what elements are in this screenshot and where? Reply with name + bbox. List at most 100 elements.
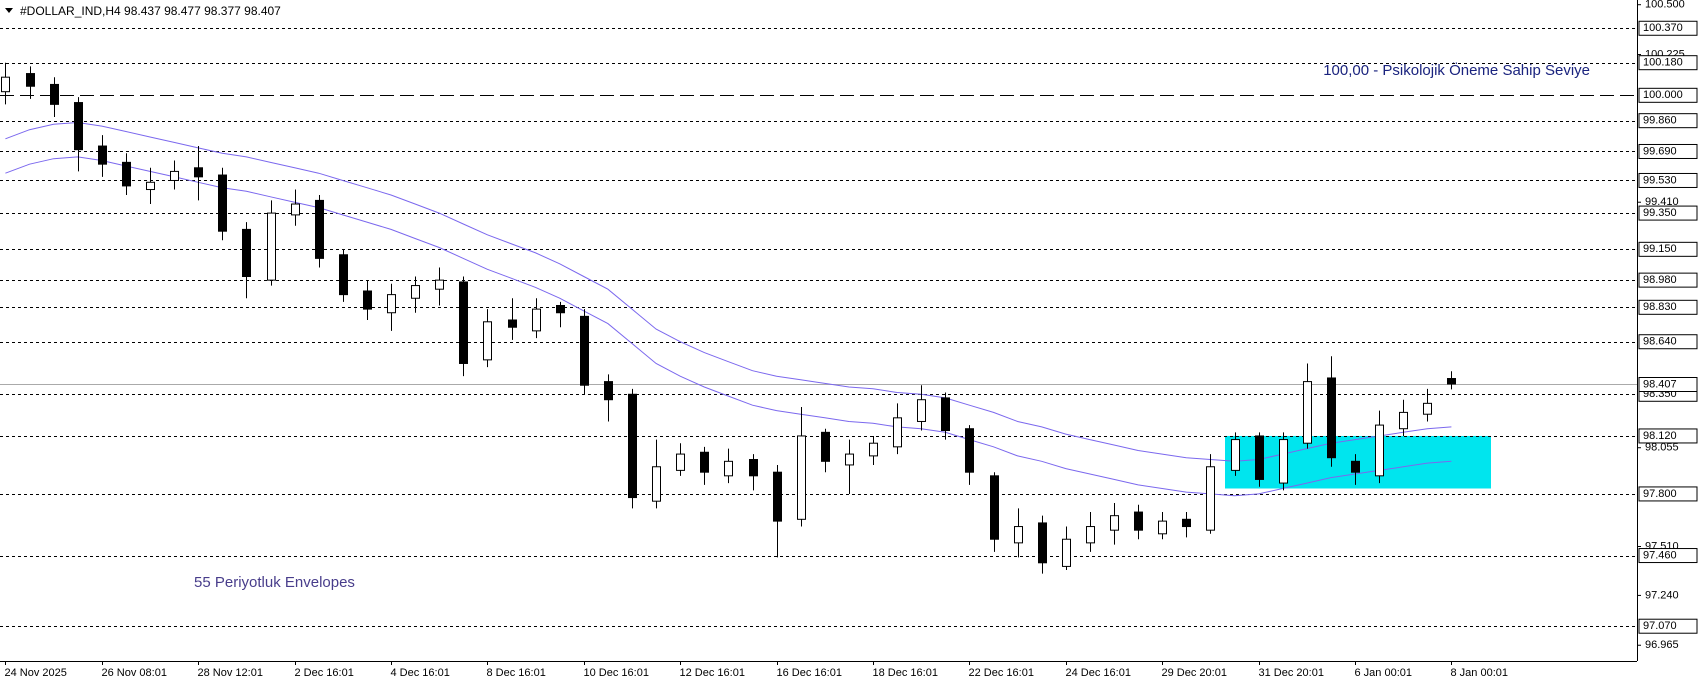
x-tick-label: 18 Dec 16:01 [873,667,938,679]
x-tick-label: 31 Dec 20:01 [1259,667,1324,679]
x-tick-label: 8 Dec 16:01 [487,667,546,679]
candle-body [50,83,59,105]
candle-body [1134,511,1143,531]
candle-body [700,451,709,473]
level-label: 100.370 [1643,22,1683,34]
level-label: 99.530 [1643,174,1677,186]
candle-body [291,203,300,216]
level-label-box [1638,113,1698,129]
candle-body [267,212,276,281]
x-tick-label: 6 Jan 00:01 [1355,667,1413,679]
candle-body [387,294,396,314]
candle-body [580,315,589,386]
level-label-box [1638,486,1698,502]
last-price-box [1638,377,1698,392]
x-tick-label: 10 Dec 16:01 [584,667,649,679]
last-price-label: 98.407 [1643,378,1677,390]
candle-body [1327,377,1336,459]
level-label: 98.830 [1643,301,1677,313]
level-label-box [1638,299,1698,315]
y-tick-label: 100.500 [1645,0,1685,11]
level-label: 98.120 [1643,430,1677,442]
candle-body [628,393,637,499]
menu-arrow[interactable] [5,8,13,13]
level-label-box [1638,241,1698,257]
level-label: 99.860 [1643,115,1677,127]
candle-body [26,73,35,87]
candle-body [1086,526,1095,544]
candle-body [74,102,83,151]
y-tick-label: 97.240 [1645,589,1679,601]
level-label-box [1638,172,1698,188]
candle-body [821,431,830,462]
x-tick-label: 8 Jan 00:01 [1451,667,1509,679]
level-label: 98.980 [1643,274,1677,286]
candle-body [1110,515,1119,531]
level-label-box [1638,272,1698,288]
candle-body [797,435,806,520]
level-label: 100.000 [1643,89,1683,101]
candle-body [1375,424,1384,477]
candle-body [604,381,613,401]
y-tick-label: 98.055 [1645,442,1679,454]
candle-body [459,281,468,364]
level-label: 99.150 [1643,243,1677,255]
x-tick-label: 24 Nov 2025 [5,667,67,679]
candle-body [1303,381,1312,444]
candle-body [893,417,902,448]
candle-body [869,442,878,457]
level-label-box [1638,428,1698,444]
candle-body [98,145,107,165]
level-label-box [1638,55,1698,71]
candle-body [1182,518,1191,528]
candle-body [122,161,131,187]
level-label: 100.180 [1643,57,1683,69]
candle-body [1038,522,1047,564]
candle-body [845,453,854,466]
candle-body [917,399,926,422]
chart-title: #DOLLAR_IND,H4 98.437 98.477 98.377 98.4… [20,4,281,18]
candle-body [1231,439,1240,471]
candle-body [508,319,517,328]
candle-body [411,285,420,299]
candle-body [941,397,950,432]
level-label-box [1638,143,1698,159]
y-tick-label: 96.965 [1645,639,1679,651]
candle-body [339,254,348,296]
x-tick-label: 2 Dec 16:01 [295,667,354,679]
level-label-box [1638,334,1698,350]
candle-body [1014,526,1023,544]
y-tick-label: 99.410 [1645,196,1679,208]
x-tick-label: 4 Dec 16:01 [391,667,450,679]
level-label: 99.350 [1643,207,1677,219]
candle-body [1399,411,1408,430]
candle-body [435,279,444,290]
candle-body [1423,402,1432,415]
candle-body [1062,538,1071,567]
candle-body [1447,378,1456,385]
candle-body [146,181,155,191]
level-label-box [1638,548,1698,564]
x-tick-label: 16 Dec 16:01 [777,667,842,679]
candle-body [194,167,203,178]
x-tick-label: 29 Dec 20:01 [1162,667,1227,679]
indicator-annotation: 55 Periyotluk Envelopes [194,574,355,591]
level-label-box [1638,20,1698,36]
candle-body [965,428,974,473]
candle-body [218,174,227,232]
candle-body [1158,520,1167,535]
x-tick-label: 28 Nov 12:01 [198,667,263,679]
candle-body [556,304,565,314]
x-tick-label: 24 Dec 16:01 [1066,667,1131,679]
level-label-box [1638,87,1698,103]
candle-body [1351,460,1360,473]
candle-body [1,76,10,93]
candle-body [483,321,492,361]
candle-body [315,199,324,259]
level-label: 99.690 [1643,145,1677,157]
candle-body [242,228,251,278]
level-annotation: 100,00 - Psikolojik Öneme Sahip Seviye [1323,61,1590,79]
candle-body [652,466,661,502]
candle-body [990,475,999,540]
